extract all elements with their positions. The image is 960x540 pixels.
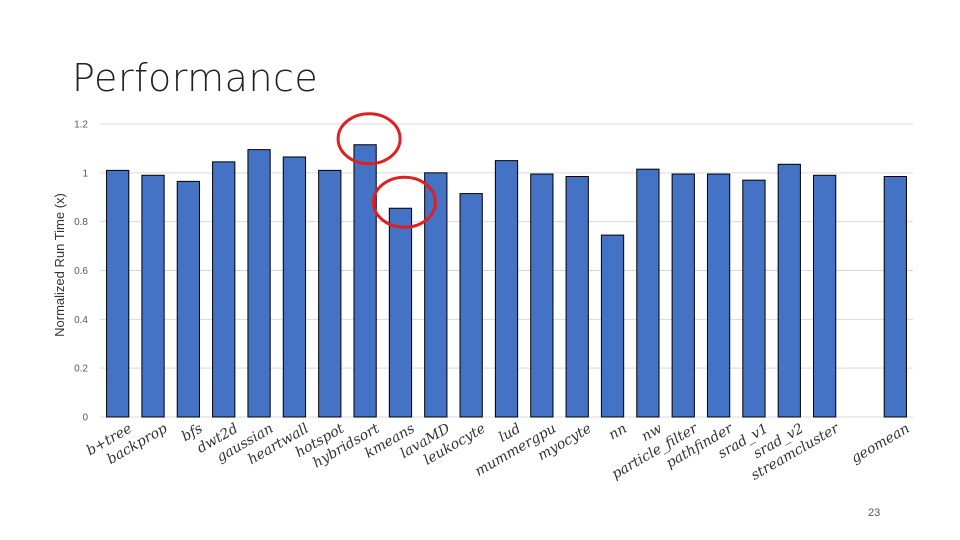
bar-nn (600, 234, 625, 418)
page-number: 23 (868, 507, 881, 519)
category-label: nn (606, 421, 630, 444)
y-tick-label: 0 (82, 413, 88, 424)
bar-streamcluster (812, 174, 837, 418)
bar-particle-filter (671, 173, 695, 418)
y-tick-label: 0.4 (74, 315, 88, 326)
y-tick-labels: 0 0.2 0.4 0.6 0.8 1 1.2 (74, 120, 88, 424)
bar-bfs (176, 180, 201, 418)
bar-b-tree (106, 169, 130, 418)
highlight-circle-kmeans (371, 175, 437, 229)
bars (106, 144, 907, 418)
highlight-circles (336, 112, 437, 229)
y-tick-label: 0.2 (74, 364, 88, 375)
bar-hotspot (318, 169, 342, 418)
bar-heartwall (282, 156, 307, 418)
bar-lud (494, 160, 519, 418)
category-label: geomean (849, 421, 913, 467)
bar-dwt2d (212, 161, 236, 418)
highlight-circle-hybridsort (336, 112, 402, 166)
bar-backprop (141, 174, 165, 418)
slide-title: Performance (72, 56, 319, 100)
bar-kmeans (388, 207, 413, 418)
y-tick-label: 1.2 (74, 120, 88, 131)
bar-hybridsort (353, 144, 377, 418)
y-tick-label: 0.8 (74, 217, 88, 228)
bar-mummergpu (530, 173, 554, 418)
bar-myocyte (565, 175, 589, 418)
bar-nw (636, 168, 660, 418)
bar-srad-v1 (742, 179, 766, 418)
bar-srad-v2 (777, 163, 801, 418)
y-tick-label: 0.6 (74, 266, 88, 277)
y-tick-label: 1 (82, 168, 88, 179)
bar-leukocyte (459, 193, 483, 418)
y-axis-title: Normalized Run Time (x) (52, 193, 67, 337)
bar-pathfinder (706, 173, 731, 418)
bar-geomean (883, 175, 907, 418)
bar-gaussian (247, 149, 271, 418)
bar-lavamd (424, 172, 448, 418)
